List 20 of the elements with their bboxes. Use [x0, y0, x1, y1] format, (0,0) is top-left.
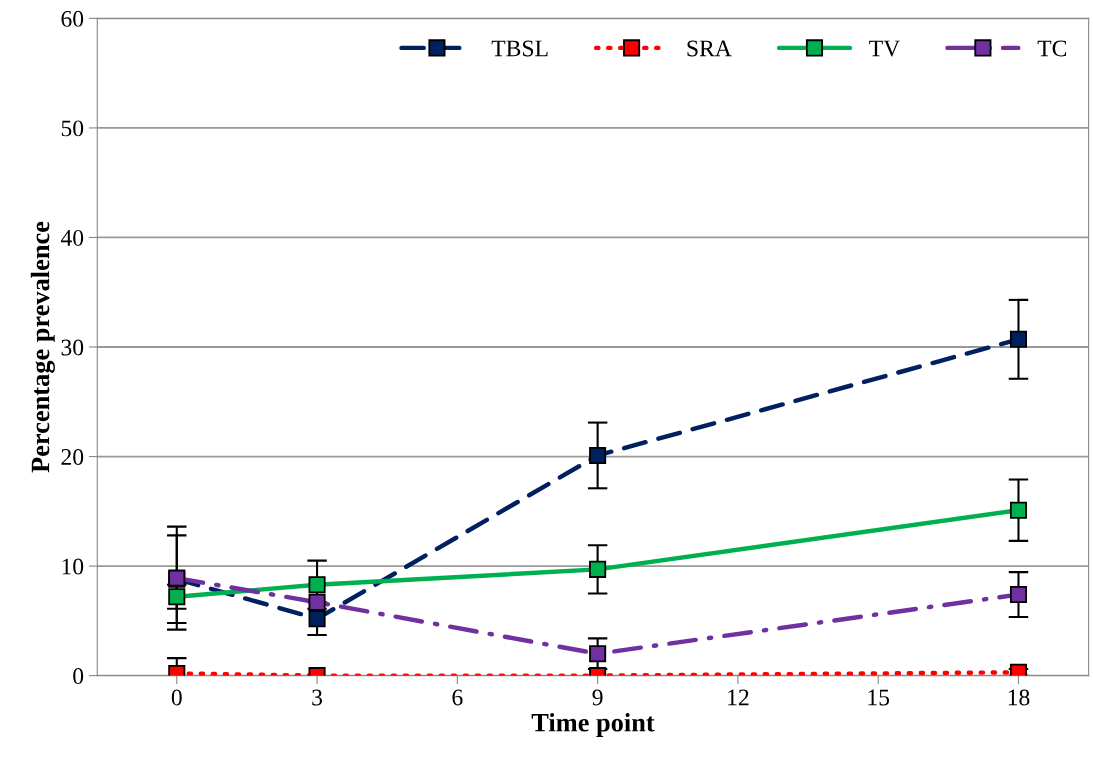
y-tick-label: 30	[61, 339, 84, 356]
y-axis-title: Percentage prevalence	[30, 221, 55, 473]
x-tick-label: 0	[171, 689, 182, 706]
y-tick-label: 40	[60, 229, 84, 246]
x-tick-label: 18	[1008, 689, 1030, 706]
x-tick-label: 12	[728, 689, 749, 706]
y-tick-label: 50	[61, 120, 84, 137]
y-tick-label: 10	[62, 558, 84, 575]
legend-label: SRA	[687, 40, 732, 57]
y-tick-label: 0	[73, 668, 84, 685]
x-tick-label: 6	[452, 689, 463, 706]
x-axis-title: Time point	[531, 713, 655, 737]
y-tick-label: 60	[61, 10, 84, 27]
legend-label: TV	[869, 40, 900, 57]
x-tick-label: 3	[312, 689, 323, 706]
y-tick-label: 20	[61, 449, 84, 465]
x-tick-label: 9	[592, 689, 603, 706]
legend-label: TBSL	[491, 40, 548, 57]
x-tick-label: 15	[868, 689, 890, 706]
legend-label: TC	[1037, 40, 1067, 57]
